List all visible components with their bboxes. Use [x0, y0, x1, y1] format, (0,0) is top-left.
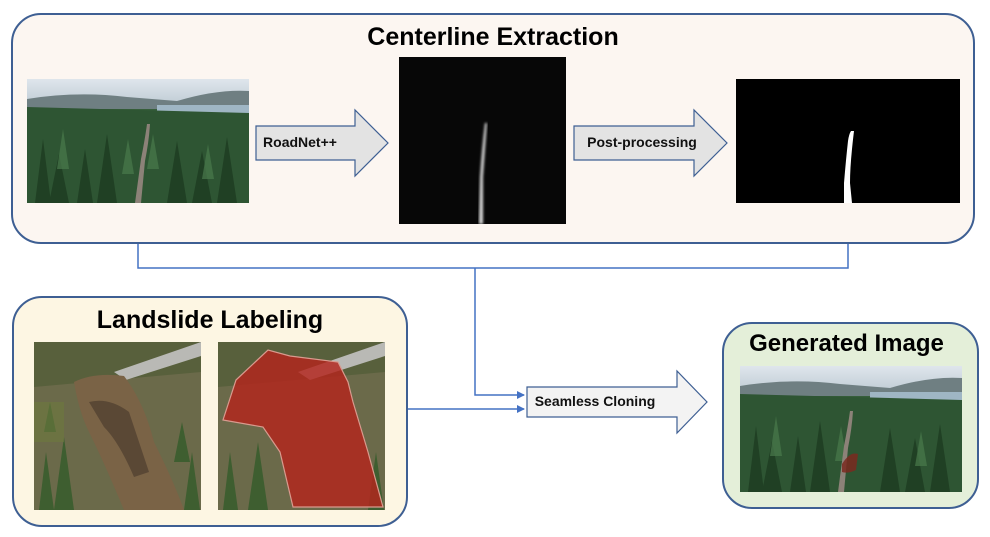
landslide-mask-overlay-photo — [218, 342, 385, 510]
landslide-mask-polygon — [222, 349, 384, 508]
generated-forest-road-image — [740, 366, 962, 492]
centerline-extraction-title: Centerline Extraction — [367, 23, 619, 51]
landslide-labeling-title: Landslide Labeling — [96, 306, 324, 334]
input-forest-road-image — [27, 79, 249, 203]
seamless-cloning-label: Seamless Cloning — [534, 393, 656, 409]
centerline-binary-mask-image — [736, 79, 960, 203]
connector-merge-to-cloning — [474, 268, 525, 399]
roadnet-label: RoadNet++ — [263, 134, 337, 150]
generated-image-title: Generated Image — [749, 330, 944, 357]
landslide-photo — [34, 342, 201, 510]
centerline-prediction-image — [399, 57, 566, 224]
postprocessing-label: Post-processing — [587, 134, 697, 150]
